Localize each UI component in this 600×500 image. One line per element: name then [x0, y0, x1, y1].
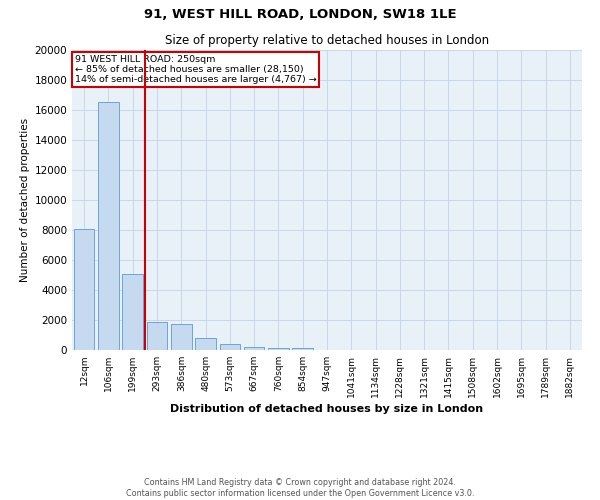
- Bar: [268, 348, 289, 350]
- X-axis label: Distribution of detached houses by size in London: Distribution of detached houses by size …: [170, 404, 484, 414]
- Bar: [171, 324, 191, 350]
- Title: Size of property relative to detached houses in London: Size of property relative to detached ho…: [165, 34, 489, 48]
- Bar: [244, 346, 265, 350]
- Text: 91 WEST HILL ROAD: 250sqm
← 85% of detached houses are smaller (28,150)
14% of s: 91 WEST HILL ROAD: 250sqm ← 85% of detac…: [74, 54, 316, 84]
- Bar: [98, 102, 119, 350]
- Text: 91, WEST HILL ROAD, LONDON, SW18 1LE: 91, WEST HILL ROAD, LONDON, SW18 1LE: [143, 8, 457, 20]
- Bar: [195, 338, 216, 350]
- Bar: [122, 274, 143, 350]
- Bar: [146, 322, 167, 350]
- Text: Contains HM Land Registry data © Crown copyright and database right 2024.
Contai: Contains HM Land Registry data © Crown c…: [126, 478, 474, 498]
- Y-axis label: Number of detached properties: Number of detached properties: [20, 118, 30, 282]
- Bar: [292, 348, 313, 350]
- Bar: [220, 344, 240, 350]
- Bar: [74, 229, 94, 350]
